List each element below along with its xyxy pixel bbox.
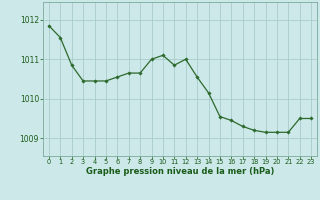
- X-axis label: Graphe pression niveau de la mer (hPa): Graphe pression niveau de la mer (hPa): [86, 167, 274, 176]
